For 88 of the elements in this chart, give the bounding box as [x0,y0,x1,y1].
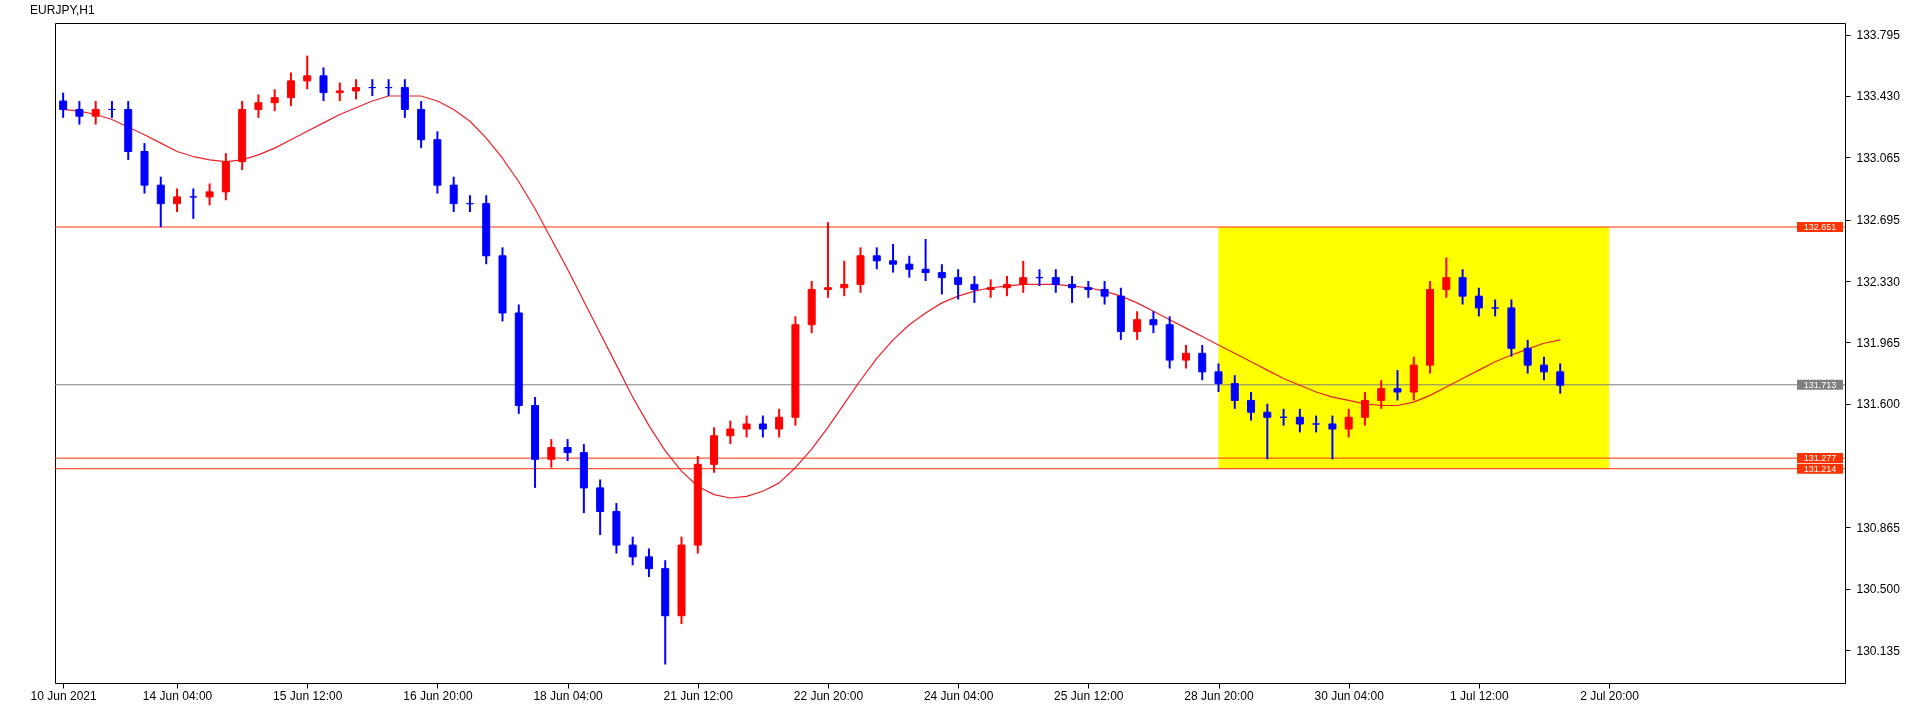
candlestick [286,71,295,108]
candlestick [91,100,100,126]
x-tick-label: 18 Jun 04:00 [533,688,604,703]
candlestick [335,81,344,103]
y-tick-label: 132.695 [1856,213,1901,228]
x-tick-label: 14 Jun 04:00 [142,688,213,703]
y-tick-label: 133.065 [1856,150,1901,165]
candlestick [352,78,361,101]
candlestick [840,259,849,298]
x-tick-label: 2 Jul 20:00 [1580,688,1640,703]
candlestick [449,175,458,214]
candlestick [1230,374,1239,410]
candlestick [644,547,653,579]
candlestick [970,274,979,304]
candlestick [1198,343,1207,382]
candlestick [319,66,328,103]
candlestick [1051,268,1060,294]
candlestick [889,243,898,274]
x-tick-label: 1 Jul 12:00 [1450,688,1510,703]
candlestick [1100,280,1109,306]
candlestick [1263,402,1272,461]
y-tick-label: 133.795 [1856,28,1901,43]
candlestick [59,91,68,119]
candlestick [628,535,637,567]
x-tick-label: 28 Jun 20:00 [1184,688,1255,703]
candlestick [742,414,751,439]
candlestick [872,246,881,271]
candlestick [303,54,312,91]
y-tick-label: 130.865 [1856,520,1901,535]
x-tick-label: 25 Jun 12:00 [1054,688,1124,703]
x-tick-label: 24 Jun 04:00 [923,688,994,703]
candlestick [1328,414,1337,461]
candlestick [1539,355,1548,382]
candlestick [547,438,556,469]
x-tick-label: 22 Jun 20:00 [793,688,864,703]
x-tick-label: 30 Jun 04:00 [1314,688,1385,703]
candlestick [173,187,182,214]
y-tick-label: 130.135 [1856,643,1901,658]
y-tick-label: 131.600 [1856,397,1901,412]
candlestick [1133,310,1142,341]
candlestick [954,268,963,301]
candlestick [1523,338,1532,375]
y-tick-label: 132.330 [1856,274,1901,289]
candlestick [726,419,735,446]
candlestick [1002,274,1011,298]
candlestick [775,407,784,439]
candlestick [937,263,946,296]
x-tick-label: 16 Jun 20:00 [403,688,473,703]
x-tick-label: 15 Jun 12:00 [273,688,343,703]
candlestick [1295,407,1304,434]
candlestick [758,414,767,439]
candlestick [1556,362,1565,395]
candlestick [1019,259,1028,294]
candlestick [1149,310,1158,335]
candlestick [823,221,832,299]
candlestick [1377,379,1386,410]
candlestick [254,93,263,119]
candlestick [563,438,572,462]
candlestick [189,187,198,220]
y-tick-label: 130.500 [1856,582,1901,597]
y-tick-label: 133.430 [1856,89,1901,104]
candlestick [986,278,995,299]
candlestick [1214,362,1223,394]
candlestick [75,100,84,126]
ref-line-label: 131.277 [1803,453,1837,464]
candlestick [1458,268,1467,306]
candlestick [205,182,214,207]
chart-title: EURJPY,H1 [30,3,95,17]
x-tick-label: 10 Jun 2021 [30,688,97,703]
candlestick [156,175,165,229]
ref-line-label: 132.651 [1803,222,1837,233]
x-tick-label: 21 Jun 12:00 [663,688,734,703]
candlestick [1247,391,1256,422]
candlestick [1474,286,1483,318]
candlestick [1393,369,1402,402]
candlestick [400,78,409,119]
candlestick [905,254,914,279]
candlestick [1181,343,1190,370]
ref-line-label: 131.214 [1803,463,1837,474]
candlestick [1344,407,1353,439]
ref-line-label: 131.713 [1803,379,1837,390]
candlestick [921,237,930,283]
candlestick [270,88,279,113]
candlestick [596,478,605,536]
candlestick [1068,274,1077,304]
y-tick-label: 131.965 [1856,335,1901,350]
candlestick [1360,391,1369,427]
candlestick [1442,256,1451,299]
